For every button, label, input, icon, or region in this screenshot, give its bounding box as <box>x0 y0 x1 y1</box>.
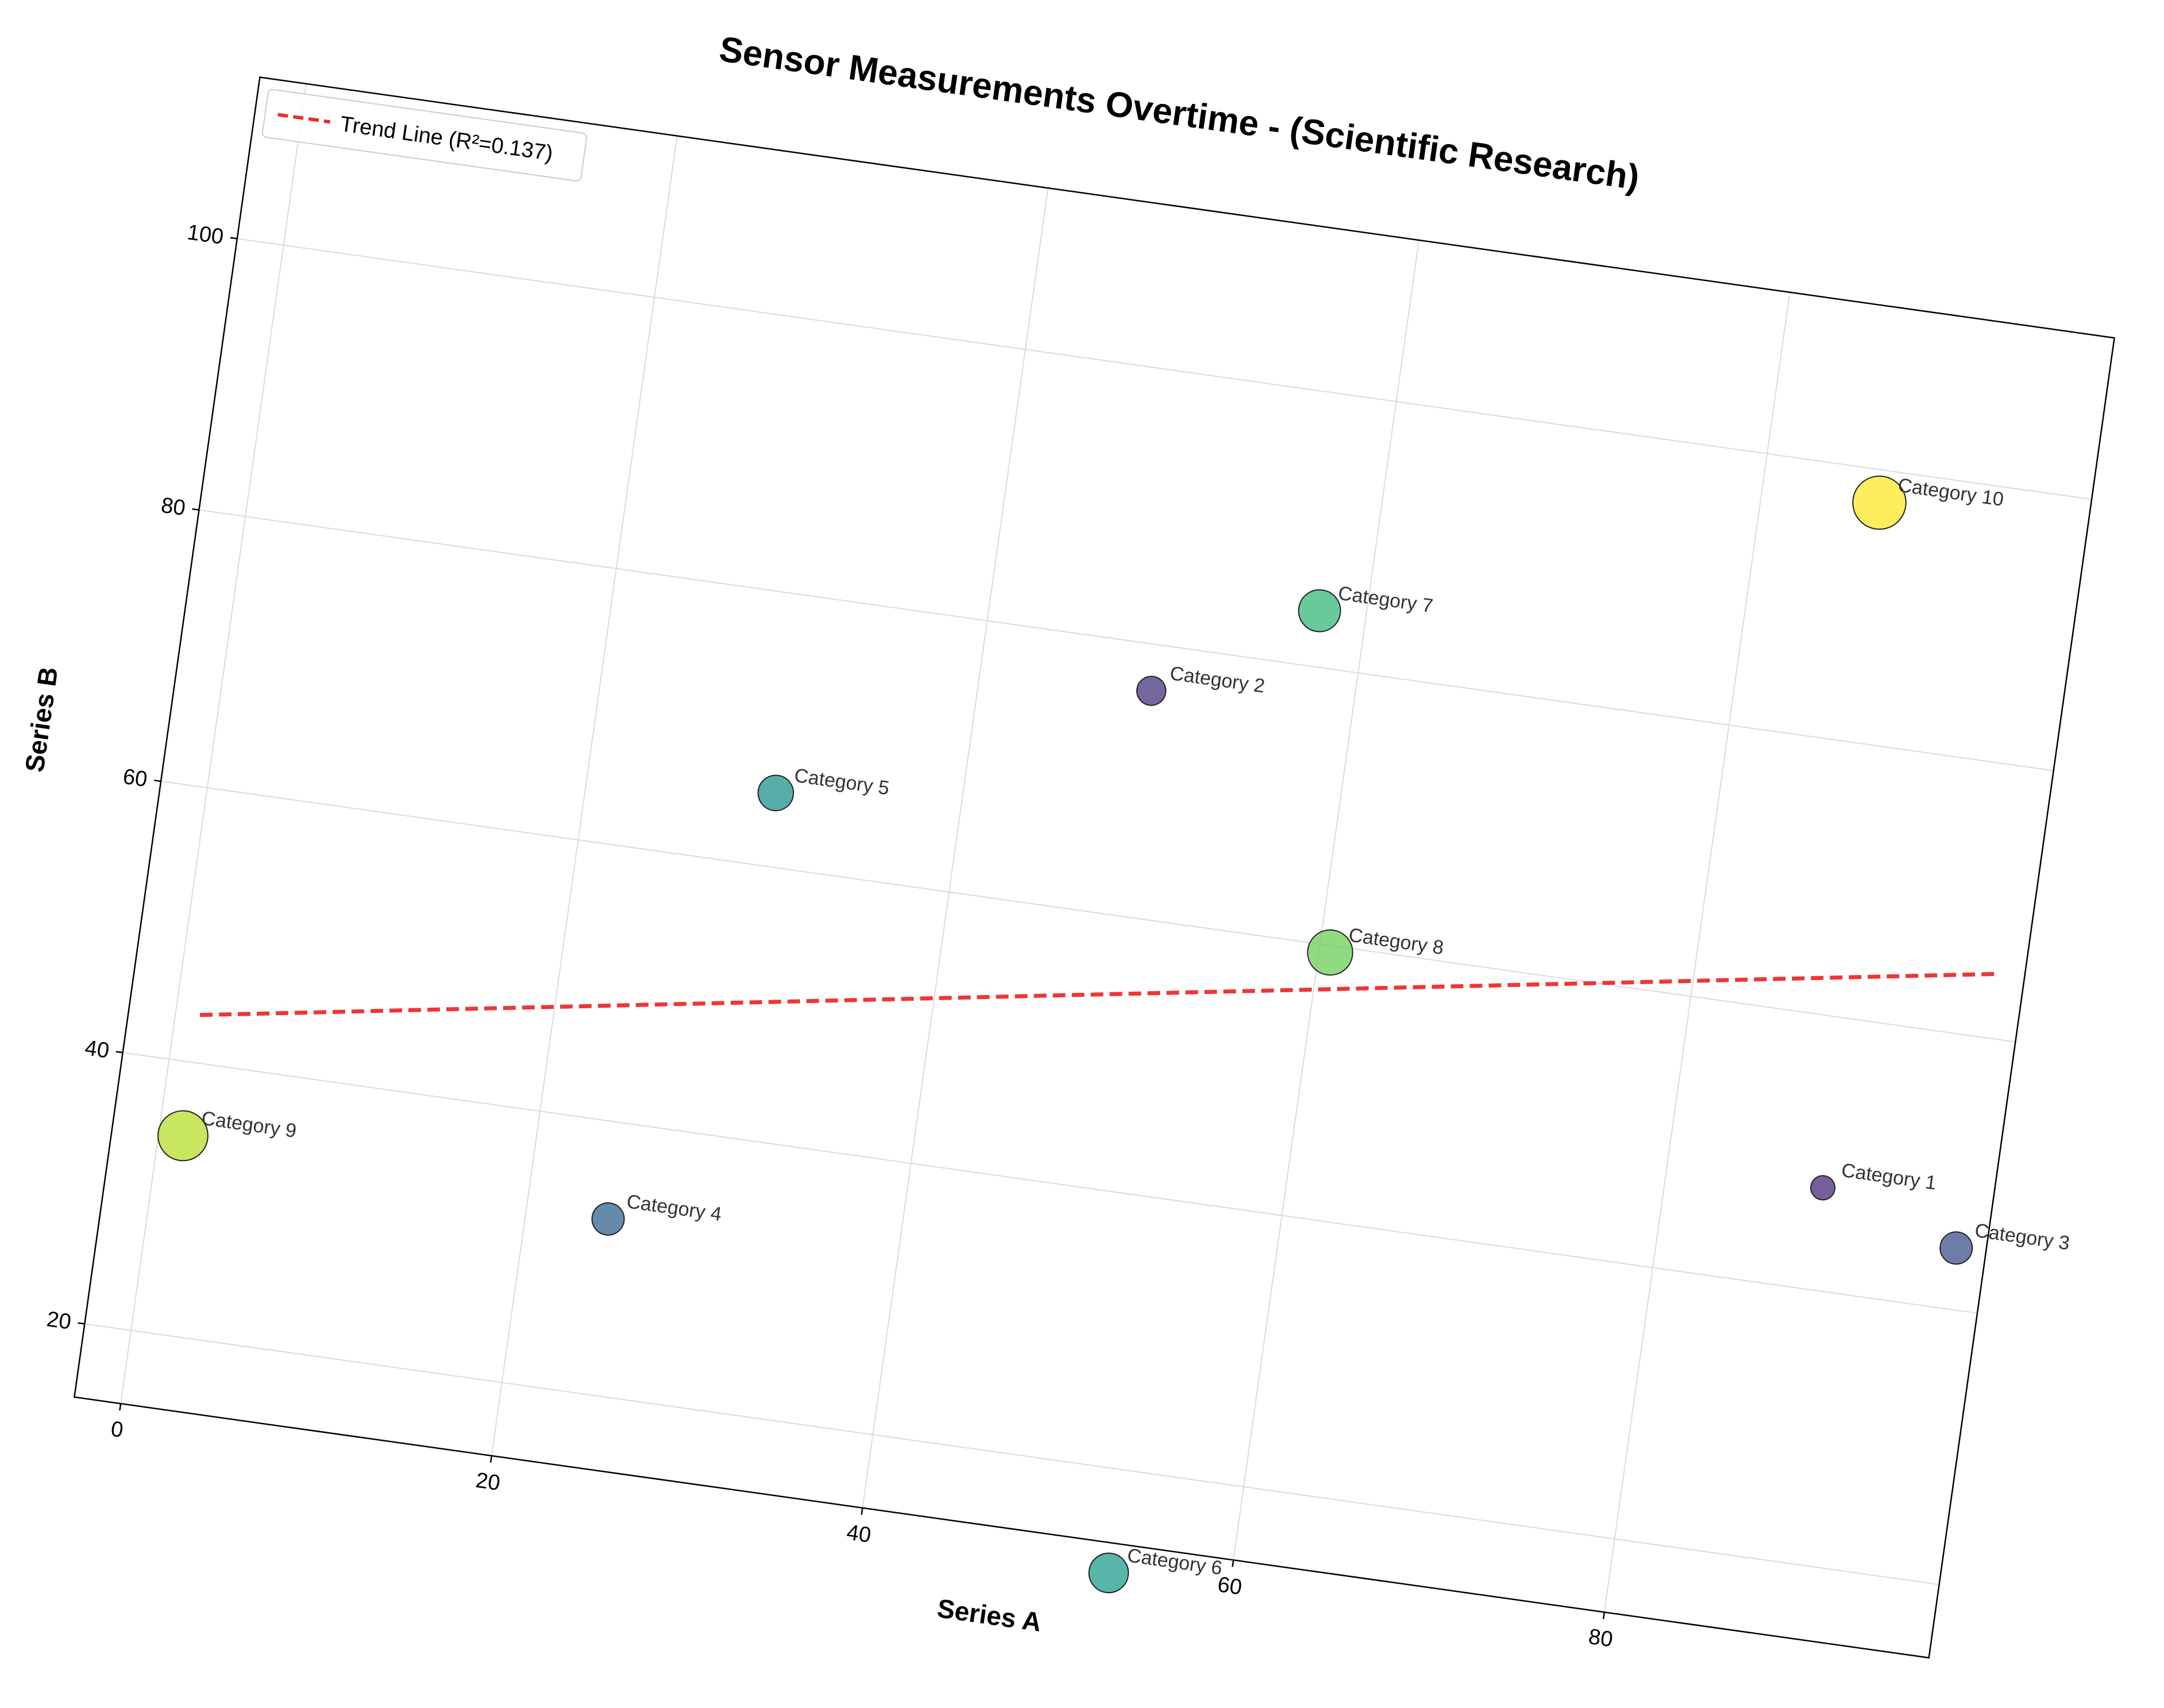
x-tick-mark <box>489 1455 493 1463</box>
data-point <box>1939 1231 1973 1265</box>
grid-lines <box>84 83 2092 1613</box>
grid-line-horizontal <box>199 509 2054 772</box>
y-tick-label: 20 <box>45 1307 73 1334</box>
x-tick-mark <box>1602 1611 1605 1620</box>
plot-frame <box>74 76 2115 1659</box>
data-point <box>757 774 794 812</box>
trend-line-layer <box>199 971 1995 1017</box>
grid-line-horizontal <box>160 780 2016 1043</box>
y-tick-mark <box>230 237 237 240</box>
axis-ticks: 0 20 40 60 80 20 40 60 80 100 <box>45 220 1615 1652</box>
grid-line-vertical <box>1603 292 1791 1613</box>
y-tick-mark <box>78 1322 85 1325</box>
trend-line <box>199 971 1995 1017</box>
x-tick-label: 20 <box>475 1468 502 1495</box>
y-tick-label: 80 <box>160 493 187 521</box>
x-tick-label: 0 <box>109 1417 125 1443</box>
data-point <box>1810 1175 1836 1201</box>
y-tick-mark <box>192 508 199 511</box>
y-tick-label: 100 <box>186 220 225 249</box>
data-point <box>1088 1552 1129 1594</box>
x-tick-mark <box>861 1507 863 1515</box>
data-point <box>1852 475 1907 530</box>
data-point <box>1136 676 1167 706</box>
y-tick-label: 60 <box>121 765 149 792</box>
y-tick-mark <box>154 779 161 782</box>
x-tick-label: 40 <box>845 1520 873 1547</box>
data-point <box>591 1202 625 1236</box>
y-axis-label: Series B <box>19 665 63 774</box>
grid-line-vertical <box>1233 240 1419 1560</box>
y-tick-label: 40 <box>83 1036 111 1063</box>
x-axis-label: Series A <box>935 1593 1043 1637</box>
legend-box <box>261 88 588 182</box>
legend-trend-swatch <box>277 113 331 124</box>
grid-line-horizontal <box>84 1323 1939 1586</box>
data-point <box>1298 589 1341 633</box>
data-point <box>1307 929 1353 976</box>
data-point <box>157 1110 209 1162</box>
x-tick-label: 80 <box>1587 1625 1614 1652</box>
grid-line-vertical <box>120 83 307 1404</box>
plot-background <box>74 77 2115 1658</box>
grid-line-horizontal <box>237 238 2092 500</box>
x-tick-mark <box>119 1404 122 1411</box>
grid-line-horizontal <box>122 1052 1978 1314</box>
x-tick-mark <box>1232 1560 1235 1567</box>
y-tick-mark <box>115 1051 123 1054</box>
grid-line-vertical <box>862 188 1049 1508</box>
grid-line-vertical <box>491 136 678 1456</box>
x-tick-label: 60 <box>1216 1572 1244 1599</box>
